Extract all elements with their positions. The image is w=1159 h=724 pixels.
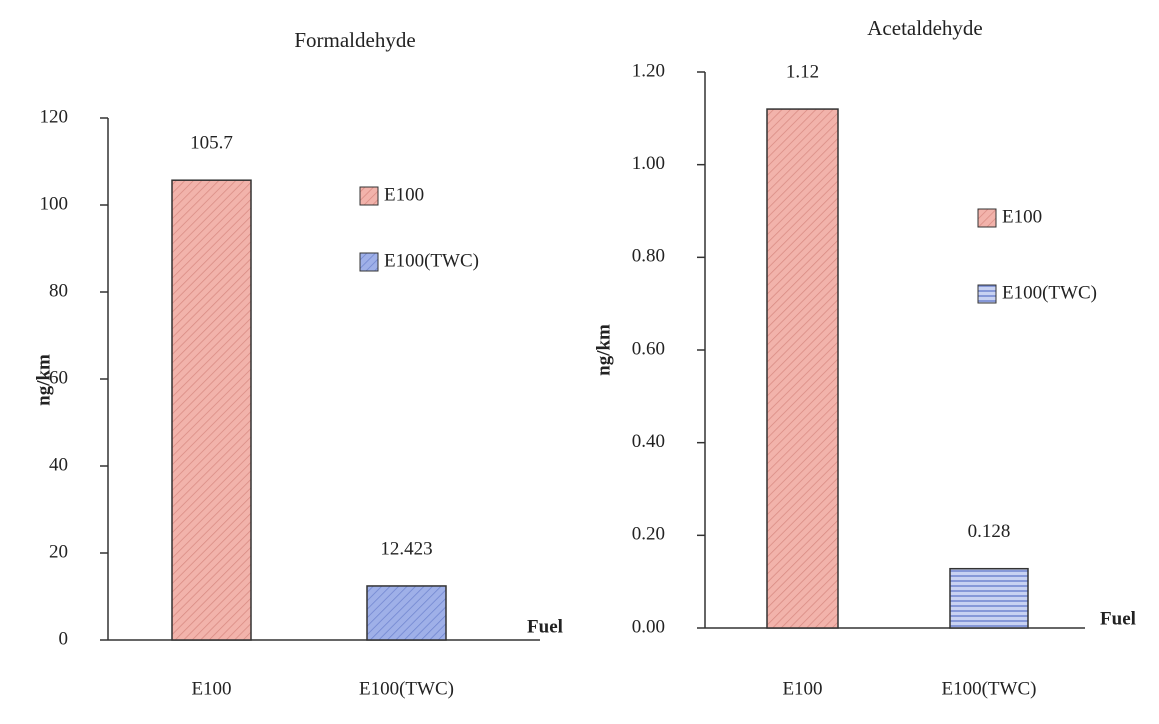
bar (366, 585, 447, 641)
x-tick-label: E100(TWC) (942, 678, 1037, 699)
y-tick-label: 80 (49, 280, 68, 301)
y-axis-label: ng/km (593, 324, 614, 376)
x-tick-label: E100 (191, 678, 231, 699)
y-tick-label: 120 (40, 106, 69, 127)
chart-title: Acetaldehyde (867, 16, 982, 40)
value-label: 0.128 (968, 521, 1011, 542)
legend-label: E100(TWC) (384, 250, 479, 271)
bar (949, 567, 1029, 629)
y-tick-label: 0.60 (632, 338, 665, 359)
legend-label: E100(TWC) (1002, 282, 1097, 303)
y-tick-label: 0.40 (632, 431, 665, 452)
chart-title: Formaldehyde (294, 28, 415, 52)
y-tick-label: 40 (49, 454, 68, 475)
x-axis-label: Fuel (527, 616, 563, 637)
y-tick-label: 0 (59, 628, 69, 649)
legend-swatch (359, 252, 379, 272)
y-tick-label: 100 (40, 193, 69, 214)
x-tick-label: E100(TWC) (359, 678, 454, 699)
value-label: 1.12 (786, 61, 819, 82)
y-tick-label: 60 (49, 367, 68, 388)
bar (766, 108, 839, 629)
y-tick-label: 0.80 (632, 246, 665, 267)
value-label: 105.7 (190, 133, 233, 154)
x-axis-label: Fuel (1100, 608, 1136, 629)
y-tick-label: 1.20 (632, 60, 665, 81)
legend-swatch (977, 284, 997, 304)
legend-label: E100 (1002, 206, 1042, 227)
y-axis-label: ng/km (33, 354, 54, 406)
legend-label: E100 (384, 184, 424, 205)
legend-swatch (359, 186, 379, 206)
y-tick-label: 0.20 (632, 524, 665, 545)
x-tick-label: E100 (782, 678, 822, 699)
value-label: 12.423 (380, 538, 432, 559)
legend-swatch (977, 208, 997, 228)
y-tick-label: 1.00 (632, 153, 665, 174)
y-tick-label: 0.00 (632, 616, 665, 637)
bar (171, 179, 252, 641)
y-tick-label: 20 (49, 541, 68, 562)
